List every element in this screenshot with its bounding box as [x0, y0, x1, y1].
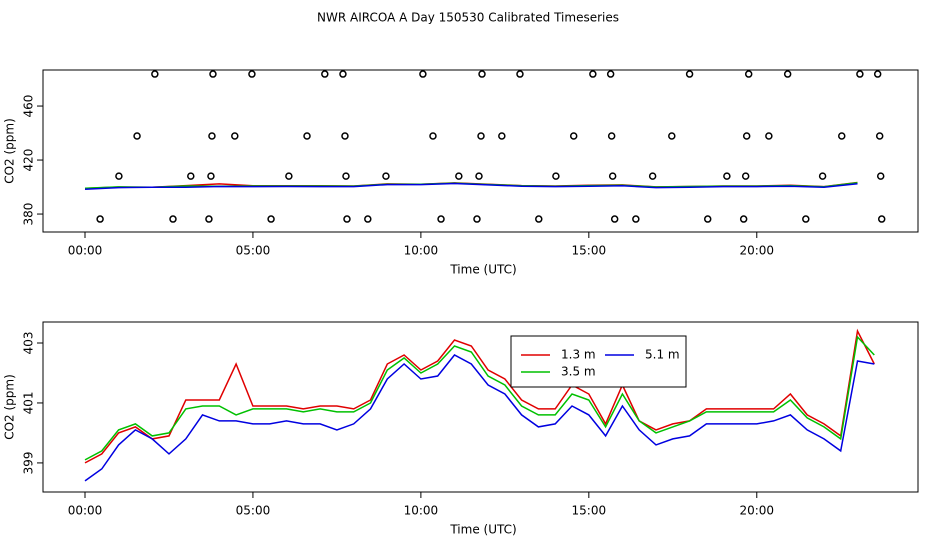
flag-point: [455, 172, 463, 180]
legend-label: 1.3 m: [561, 348, 596, 362]
flag-point: [478, 70, 486, 78]
flag-point: [115, 172, 123, 180]
flag-point: [205, 215, 213, 223]
flag-point: [437, 215, 445, 223]
legend-label: 3.5 m: [561, 365, 596, 379]
x-axis-label: Time (UTC): [449, 523, 516, 537]
x-tick-label: 15:00: [572, 504, 607, 518]
flag-point: [477, 132, 485, 140]
flag-point: [765, 132, 773, 140]
flag-point: [552, 172, 560, 180]
x-axis-label: Time (UTC): [449, 263, 516, 277]
legend-label: 5.1 m: [645, 348, 680, 362]
series-line: [84, 335, 875, 461]
x-tick-label: 05:00: [236, 504, 271, 518]
flag-point: [742, 132, 751, 140]
flag-point: [151, 70, 159, 78]
series-line: [84, 182, 858, 190]
flag-point: [231, 132, 239, 140]
flag-point: [703, 215, 712, 223]
y-tick-label: 460: [22, 95, 36, 118]
flag-point: [96, 215, 104, 223]
flag-point: [632, 215, 640, 223]
flag-point: [187, 172, 195, 180]
legend-box: [510, 335, 687, 388]
flag-point: [838, 132, 846, 140]
flag-point: [342, 172, 350, 180]
flag-point: [303, 132, 311, 140]
flag-point: [419, 70, 427, 78]
flag-point: [606, 70, 615, 78]
flag-point: [535, 215, 543, 223]
flag-point: [475, 172, 483, 180]
plot-frame: [42, 69, 919, 233]
flag-point: [343, 215, 351, 223]
flag-point: [285, 172, 293, 180]
flag-point: [856, 70, 864, 78]
flag-point: [429, 132, 437, 140]
flag-point: [876, 172, 885, 180]
flag-point: [875, 132, 884, 140]
y-tick-label: 380: [22, 203, 36, 226]
x-tick-label: 20:00: [739, 504, 774, 518]
flag-point: [208, 132, 216, 140]
y-tick-label: 403: [22, 332, 36, 355]
plot-frame: [42, 321, 919, 493]
flag-point: [473, 215, 481, 223]
y-tick-label: 420: [22, 149, 36, 172]
x-tick-label: 15:00: [572, 244, 607, 258]
chart-title: NWR AIRCOA A Day 150530 Calibrated Times…: [317, 11, 619, 25]
flag-point: [741, 172, 750, 180]
flag-point: [498, 132, 506, 140]
flag-point: [382, 172, 390, 180]
flag-point: [744, 70, 753, 78]
flag-point: [364, 215, 372, 223]
x-tick-label: 20:00: [739, 244, 774, 258]
flag-point: [668, 132, 676, 140]
x-tick-label: 10:00: [404, 504, 439, 518]
flag-point: [783, 70, 792, 78]
flag-point: [723, 172, 731, 180]
flag-point: [685, 70, 694, 78]
x-tick-label: 00:00: [68, 504, 103, 518]
flag-point: [207, 172, 215, 180]
flag-point: [569, 132, 578, 140]
flag-point: [608, 172, 617, 180]
x-tick-label: 00:00: [68, 244, 103, 258]
x-tick-label: 05:00: [236, 244, 271, 258]
flag-point: [818, 172, 827, 180]
flag-point: [339, 70, 347, 78]
flag-point: [589, 70, 597, 78]
x-tick-label: 10:00: [404, 244, 439, 258]
flag-point: [610, 215, 619, 223]
series-line: [84, 328, 875, 464]
flag-point: [133, 132, 141, 140]
y-axis-label: CO2 (ppm): [3, 374, 17, 440]
flag-point: [877, 215, 886, 223]
y-tick-label: 401: [22, 391, 36, 414]
flag-point: [648, 172, 657, 180]
flag-point: [607, 132, 616, 140]
flag-point: [248, 70, 256, 78]
flag-point: [209, 70, 217, 78]
flag-point: [321, 70, 329, 78]
flag-point: [341, 132, 349, 140]
flag-point: [802, 215, 810, 223]
flag-point: [267, 215, 275, 223]
flag-point: [873, 70, 882, 78]
flag-point: [739, 215, 748, 223]
flag-point: [169, 215, 177, 223]
y-tick-label: 399: [22, 451, 36, 474]
series-line: [84, 354, 875, 482]
y-axis-label: CO2 (ppm): [3, 118, 17, 184]
flag-point: [516, 70, 524, 78]
